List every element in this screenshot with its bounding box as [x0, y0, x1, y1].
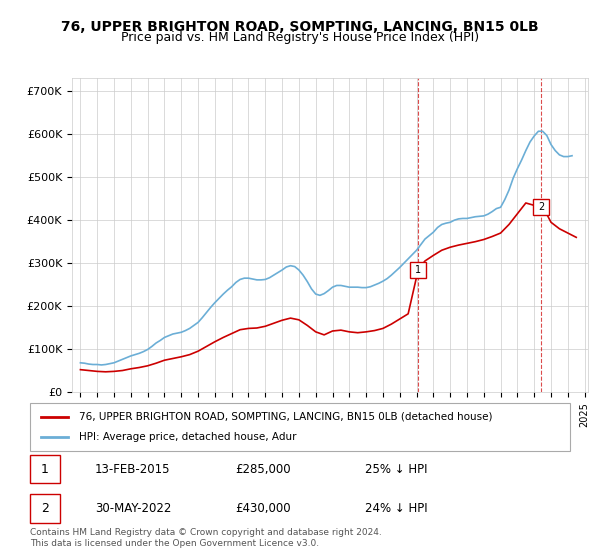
- Text: 2: 2: [41, 502, 49, 515]
- Text: 1: 1: [41, 463, 49, 476]
- Text: HPI: Average price, detached house, Adur: HPI: Average price, detached house, Adur: [79, 432, 296, 442]
- Text: 76, UPPER BRIGHTON ROAD, SOMPTING, LANCING, BN15 0LB (detached house): 76, UPPER BRIGHTON ROAD, SOMPTING, LANCI…: [79, 412, 492, 422]
- FancyBboxPatch shape: [30, 403, 570, 451]
- Text: 13-FEB-2015: 13-FEB-2015: [95, 463, 170, 476]
- Text: 30-MAY-2022: 30-MAY-2022: [95, 502, 171, 515]
- Text: Contains HM Land Registry data © Crown copyright and database right 2024.
This d: Contains HM Land Registry data © Crown c…: [30, 528, 382, 548]
- Text: Price paid vs. HM Land Registry's House Price Index (HPI): Price paid vs. HM Land Registry's House …: [121, 31, 479, 44]
- Text: £430,000: £430,000: [235, 502, 291, 515]
- Text: £285,000: £285,000: [235, 463, 291, 476]
- FancyBboxPatch shape: [30, 494, 60, 522]
- Text: 1: 1: [415, 264, 421, 274]
- FancyBboxPatch shape: [30, 455, 60, 483]
- Text: 2: 2: [538, 202, 544, 212]
- Text: 76, UPPER BRIGHTON ROAD, SOMPTING, LANCING, BN15 0LB: 76, UPPER BRIGHTON ROAD, SOMPTING, LANCI…: [61, 20, 539, 34]
- Text: 24% ↓ HPI: 24% ↓ HPI: [365, 502, 427, 515]
- Text: 25% ↓ HPI: 25% ↓ HPI: [365, 463, 427, 476]
